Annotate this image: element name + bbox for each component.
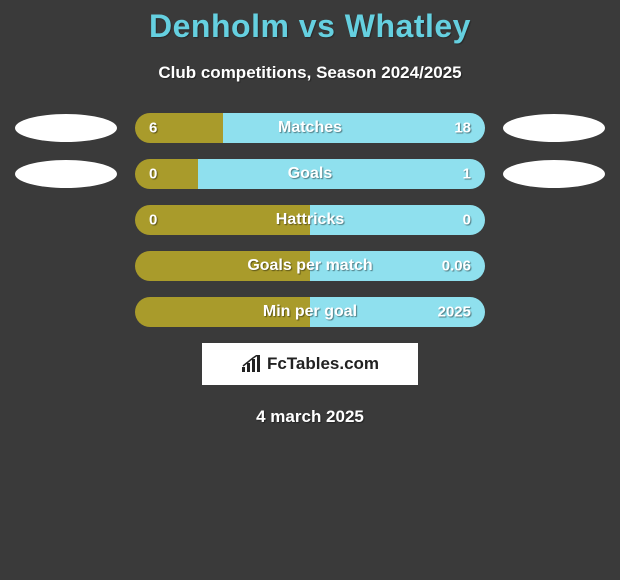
stat-label: Goals xyxy=(288,165,332,183)
stat-value-left: 0 xyxy=(149,212,157,229)
bar-segment-right xyxy=(198,159,485,189)
stat-row: Hattricks 0 0 xyxy=(0,205,620,235)
subtitle: Club competitions, Season 2024/2025 xyxy=(0,63,620,83)
stat-value-left: 6 xyxy=(149,120,157,137)
stat-bar: Goals per match 0.06 xyxy=(135,251,485,281)
date-label: 4 march 2025 xyxy=(0,407,620,427)
stat-label: Min per goal xyxy=(263,303,357,321)
comparison-chart: Denholm vs Whatley Club competitions, Se… xyxy=(0,0,620,427)
stat-label: Matches xyxy=(278,119,342,137)
stat-label: Hattricks xyxy=(276,211,344,229)
stat-row: Matches 6 18 xyxy=(0,113,620,143)
rank-oval-right xyxy=(503,160,605,188)
stat-row: Min per goal 2025 xyxy=(0,297,620,327)
bar-segment-right xyxy=(223,113,486,143)
stat-bar: Goals 0 1 xyxy=(135,159,485,189)
rank-oval-left xyxy=(15,160,117,188)
stat-value-right: 1 xyxy=(463,166,471,183)
stat-bar: Min per goal 2025 xyxy=(135,297,485,327)
stat-value-right: 2025 xyxy=(438,304,471,321)
stat-bar: Hattricks 0 0 xyxy=(135,205,485,235)
rank-oval-left xyxy=(15,114,117,142)
stat-value-left: 0 xyxy=(149,166,157,183)
stat-bar: Matches 6 18 xyxy=(135,113,485,143)
stat-value-right: 18 xyxy=(454,120,471,137)
stat-label: Goals per match xyxy=(247,257,372,275)
stat-row: Goals per match 0.06 xyxy=(0,251,620,281)
stat-value-right: 0.06 xyxy=(442,258,471,275)
stat-value-right: 0 xyxy=(463,212,471,229)
page-title: Denholm vs Whatley xyxy=(0,8,620,45)
barchart-icon xyxy=(241,355,263,373)
source-logo: FcTables.com xyxy=(202,343,418,385)
logo-text: FcTables.com xyxy=(267,354,379,374)
rank-oval-right xyxy=(503,114,605,142)
stat-row: Goals 0 1 xyxy=(0,159,620,189)
stat-rows: Matches 6 18 Goals 0 1 Hattricks 0 0 Goals per ma… xyxy=(0,113,620,327)
bar-segment-left xyxy=(135,159,198,189)
